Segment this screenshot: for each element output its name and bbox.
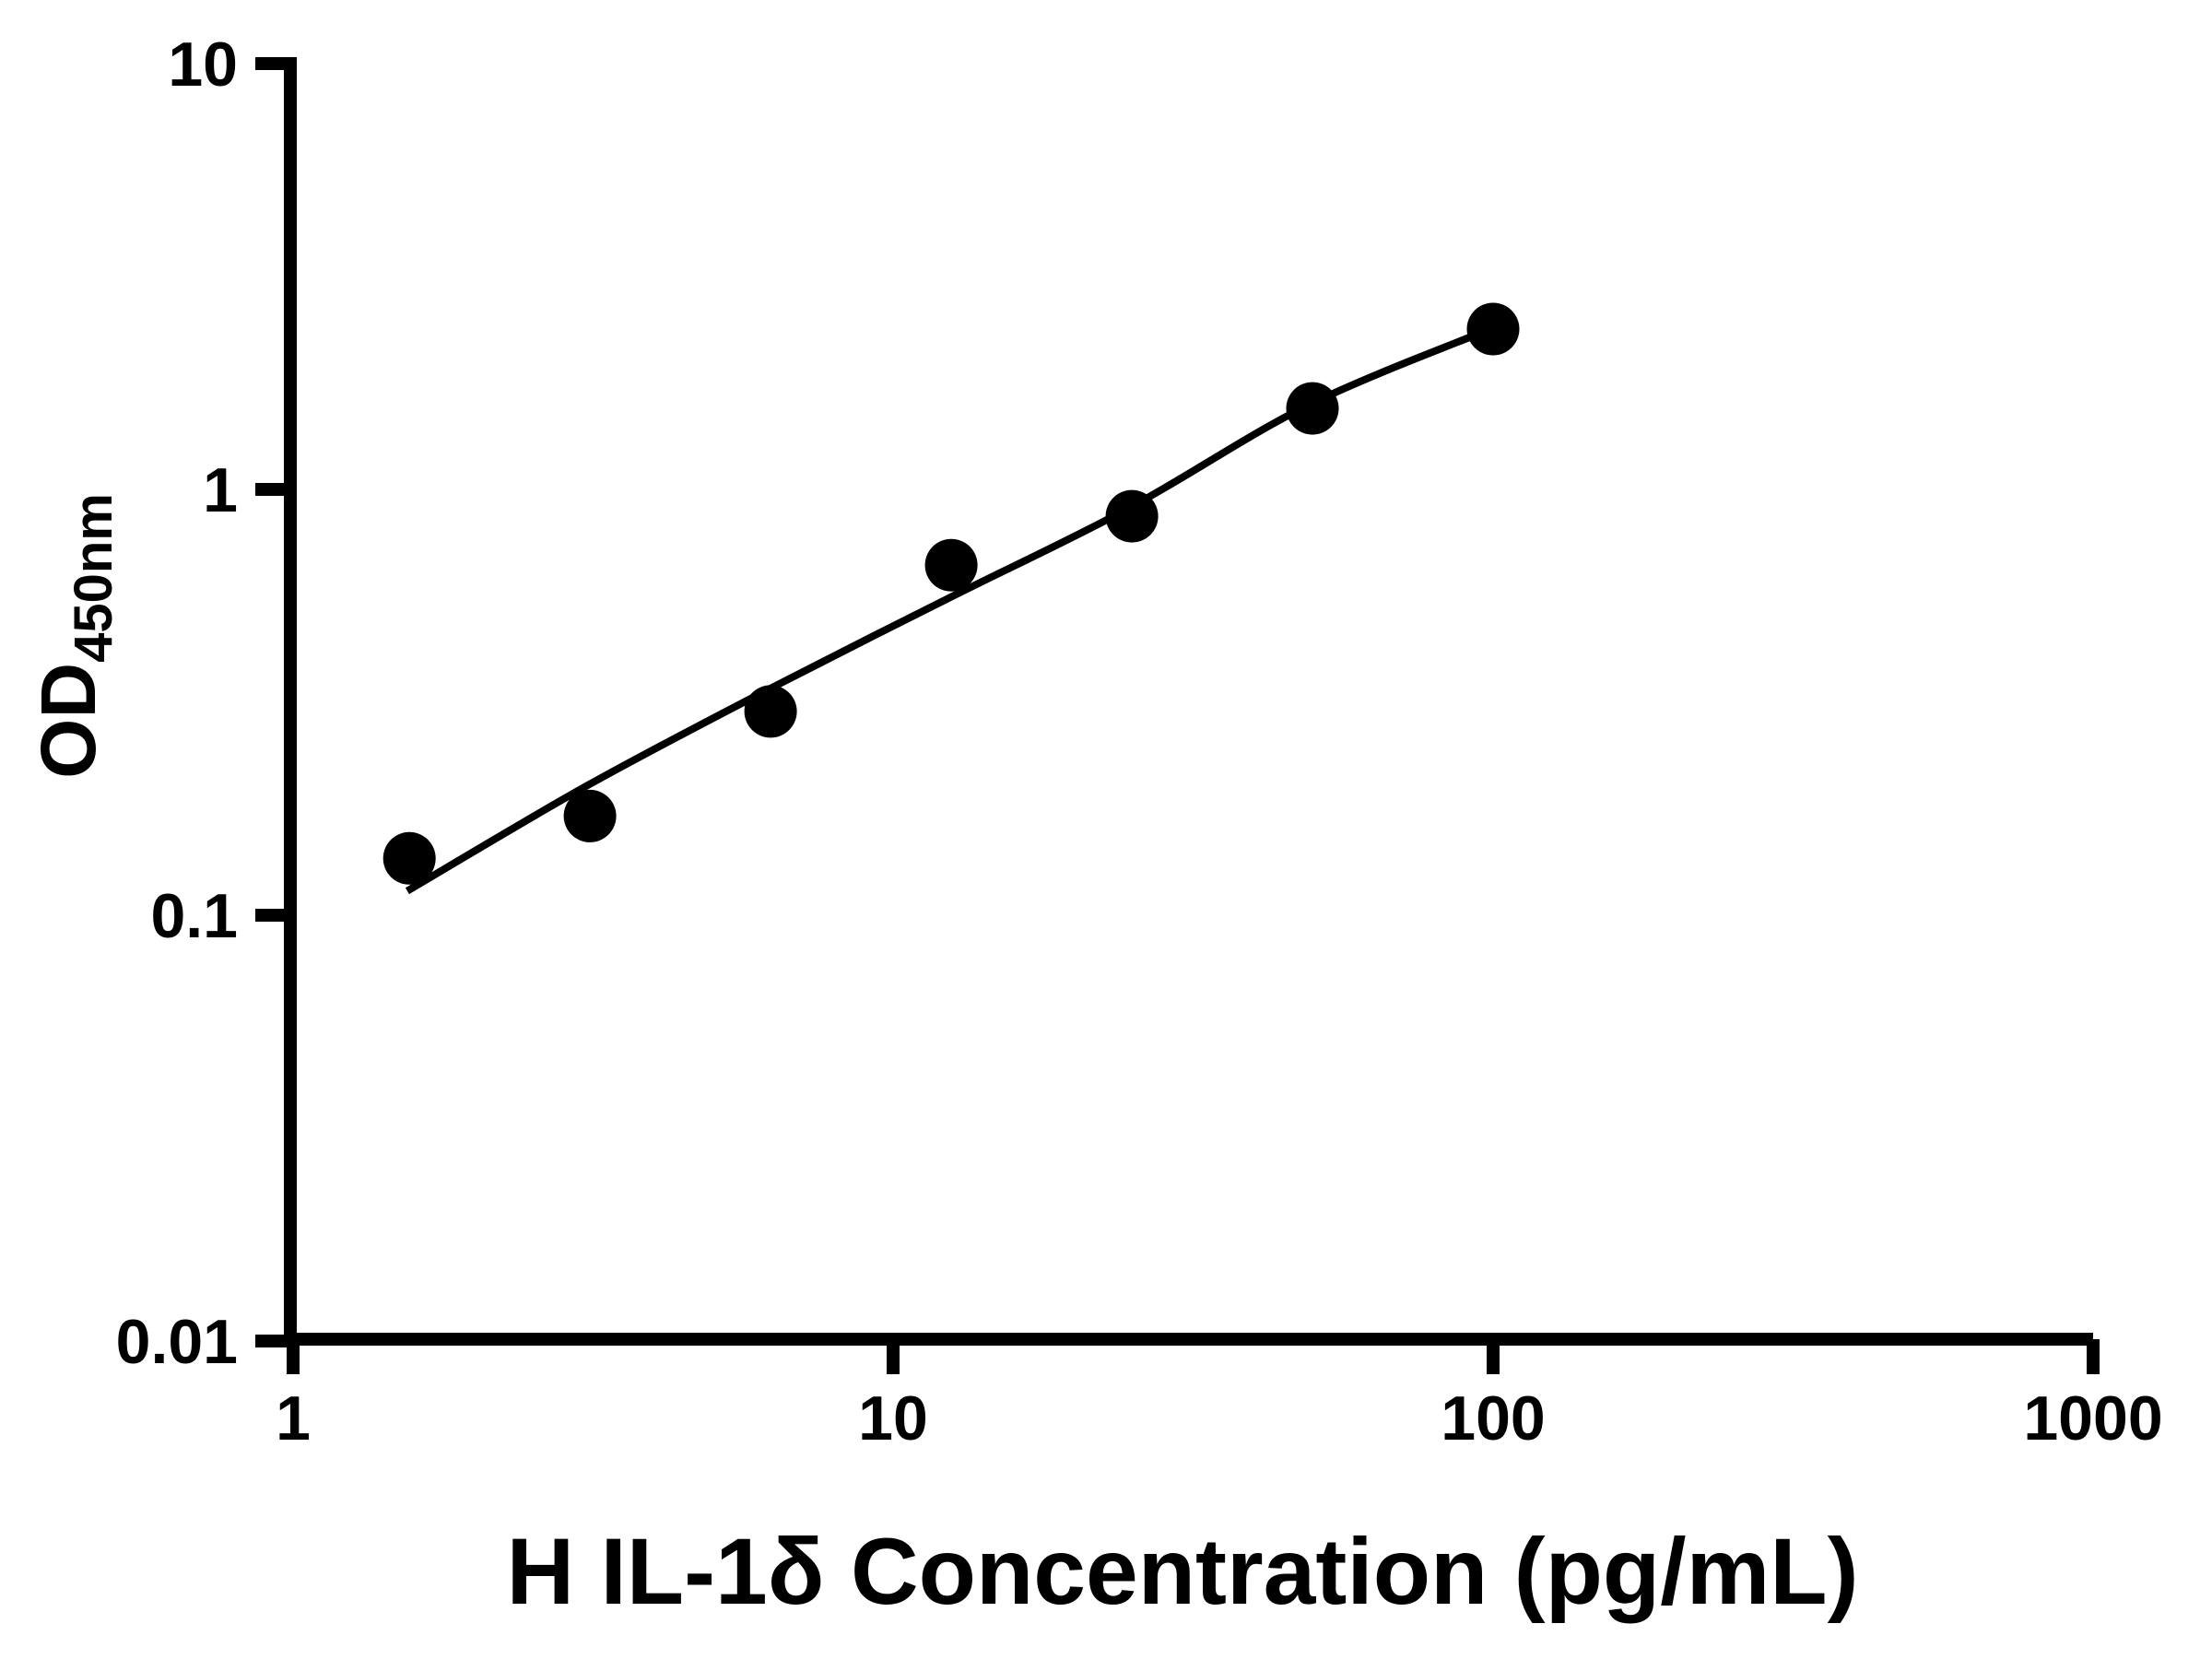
x-axis-label: H IL-1δ Concentration (pg/mL) [506,1519,1858,1624]
data-point-marker [1105,489,1159,543]
axis-ticks [255,57,2100,1374]
data-point-marker [1466,302,1520,356]
data-point-marker [924,538,978,592]
plot-data [382,302,1520,895]
data-point-marker [1286,382,1339,435]
data-point-marker [744,685,797,738]
data-point-marker [382,831,436,885]
y-axis-label-main: OD [25,663,112,779]
x-tick-label-1: 1 [276,1383,311,1453]
y-tick-label-0.1: 0.1 [150,881,238,951]
axes [284,57,2093,1346]
y-tick-label-0.01: 0.01 [116,1307,238,1377]
y-tick-label-1: 1 [203,455,238,525]
y-axis-label: OD450nm [25,493,124,779]
x-tick-label-10: 10 [858,1383,928,1453]
x-tick-label-100: 100 [1441,1383,1545,1453]
x-tick-label-1000: 1000 [2023,1383,2162,1453]
y-tick-label-10: 10 [168,29,238,100]
data-point-marker [563,789,617,842]
axis-tick-labels: 0.01 0.1 1 10 1 10 100 1000 [116,29,2163,1453]
y-axis-label-subscript: 450nm [64,493,124,663]
